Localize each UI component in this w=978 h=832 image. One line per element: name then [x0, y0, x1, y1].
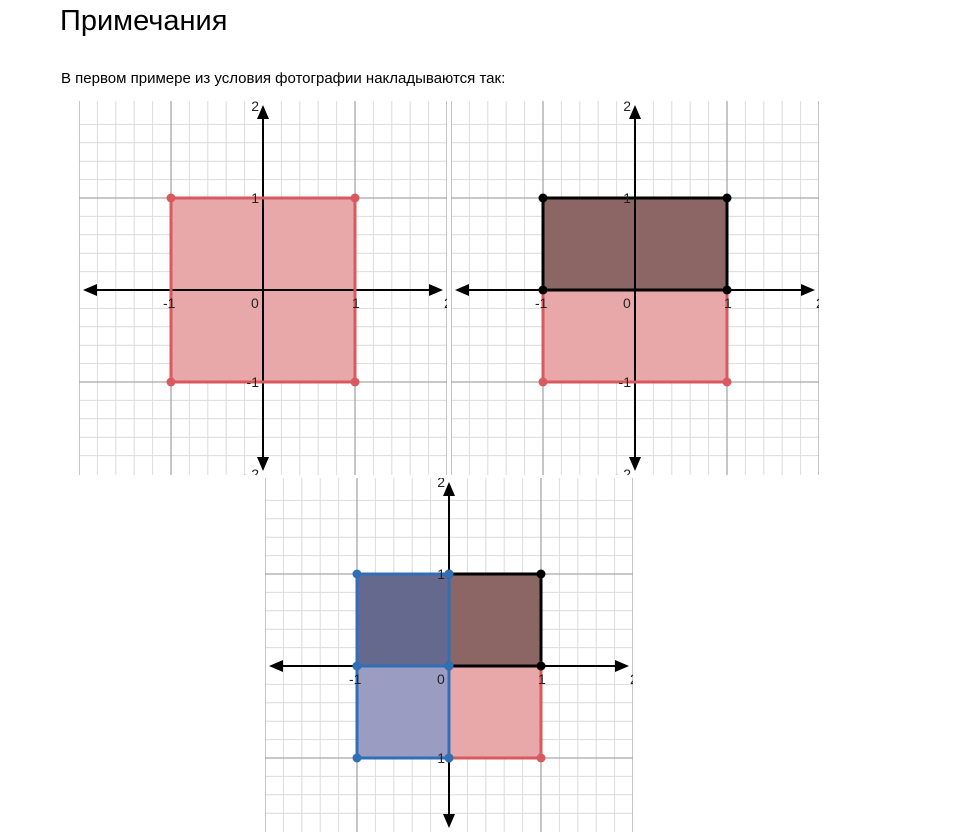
vertex-point — [166, 377, 176, 387]
y-tick-label: 1 — [623, 190, 631, 206]
axes — [455, 105, 815, 471]
vertex-point — [352, 753, 362, 763]
tick-labels: 2-1012- 2-112 — [163, 101, 447, 475]
x-axis-arrow-left — [455, 284, 469, 296]
x-tick-label: -1 — [349, 671, 362, 687]
x-tick-label: 0 — [251, 295, 259, 311]
y-tick-label: -1 — [619, 374, 632, 390]
vertex-point — [166, 193, 176, 203]
shape-fill — [449, 666, 541, 758]
y-tick-label: 2 — [251, 101, 259, 114]
shape-outline — [169, 196, 357, 384]
shape-fill — [357, 574, 449, 666]
vertex-point — [722, 193, 732, 203]
shape-outline — [541, 196, 729, 292]
x-tick-label: 0 — [623, 295, 631, 311]
x-axis-arrow-left — [83, 284, 97, 296]
vertex-point — [352, 569, 362, 579]
y-tick-label: 1 — [437, 566, 445, 582]
x-axis-arrow-right — [615, 660, 629, 672]
y-axis-arrow-up — [629, 105, 641, 119]
vertex-point — [722, 377, 732, 387]
vertex-point — [536, 569, 546, 579]
y-tick-label: - 2 — [243, 466, 260, 475]
x-tick-label: -1 — [163, 295, 176, 311]
coordinate-plot-2: 2-1012- 2-112 — [451, 101, 819, 475]
y-tick-label: 1 — [437, 750, 445, 766]
vertex-point — [538, 193, 548, 203]
y-axis-arrow-up — [257, 105, 269, 119]
y-axis-arrow-down — [443, 814, 455, 828]
x-axis-arrow-right — [801, 284, 815, 296]
y-tick-label: 1 — [251, 190, 259, 206]
shape-fill — [357, 666, 449, 758]
x-tick-label: 2 — [444, 295, 447, 311]
tick-labels: 2-1012- 2-112 — [535, 101, 819, 475]
y-tick-label: 2 — [437, 478, 445, 490]
vertex-point — [722, 285, 732, 295]
x-tick-label: 2 — [816, 295, 819, 311]
x-axis-arrow-right — [429, 284, 443, 296]
y-tick-label: -1 — [247, 374, 260, 390]
x-axis-arrow-left — [269, 660, 283, 672]
shape-outline — [355, 572, 451, 668]
y-axis-arrow-up — [443, 482, 455, 496]
axes — [83, 105, 443, 471]
vertex-point — [444, 569, 454, 579]
coordinate-plot-1: 2-1012- 2-112 — [79, 101, 447, 475]
y-tick-label: 2 — [623, 101, 631, 114]
x-tick-label: 1 — [724, 295, 732, 311]
y-axis-arrow-down — [629, 457, 641, 471]
intro-text: В первом примере из условия фотографии н… — [61, 70, 506, 87]
vertex-point — [536, 753, 546, 763]
vertex-point — [538, 377, 548, 387]
y-tick-label: - 2 — [615, 466, 632, 475]
vertex-point — [350, 377, 360, 387]
x-tick-label: 1 — [538, 671, 546, 687]
vertex-point — [538, 285, 548, 295]
tick-labels: 2-1012112 — [349, 478, 633, 766]
vertex-point — [444, 661, 454, 671]
vertex-point — [350, 193, 360, 203]
page-heading: Примечания — [60, 5, 228, 37]
vertex-point — [536, 661, 546, 671]
x-tick-label: -1 — [535, 295, 548, 311]
coordinate-plot-3: 2-1012112 — [265, 478, 633, 832]
y-axis-arrow-down — [257, 457, 269, 471]
vertex-point — [444, 753, 454, 763]
shape-fill — [449, 574, 541, 666]
x-tick-label: 1 — [352, 295, 360, 311]
x-tick-label: 2 — [630, 671, 633, 687]
vertex-point — [352, 661, 362, 671]
x-tick-label: 0 — [437, 671, 445, 687]
